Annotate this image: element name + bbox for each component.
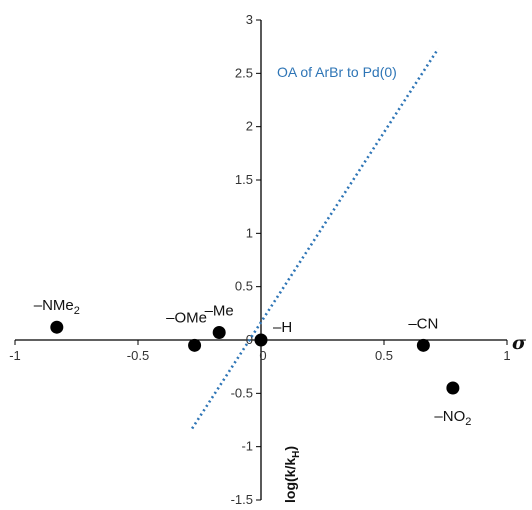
y-tick-label: 3: [246, 12, 253, 27]
data-point: [446, 381, 460, 395]
x-tick-label: -1: [9, 348, 21, 363]
data-point: [50, 320, 64, 334]
reference-line: [191, 48, 440, 430]
point-label: –NMe2: [34, 297, 80, 317]
y-tick-label: 2.5: [235, 65, 253, 80]
x-tick-label: -0.5: [127, 348, 149, 363]
point-label: –NO2: [434, 408, 471, 428]
data-point: [416, 338, 430, 352]
x-tick-label: 0: [259, 348, 266, 363]
y-tick-label: 2: [246, 119, 253, 134]
point-label: –Me: [205, 303, 234, 320]
data-point: [188, 338, 202, 352]
x-tick-label: 0.5: [375, 348, 393, 363]
point-label: –H: [273, 319, 292, 336]
reference-line-group: [191, 48, 440, 430]
data-point: [212, 326, 226, 340]
axes: [14, 19, 508, 501]
y-tick-label: 1.5: [235, 172, 253, 187]
y-tick-label: -1: [241, 439, 253, 454]
data-points: [50, 320, 460, 395]
y-tick-label: 0.5: [235, 279, 253, 294]
x-tick-label: 1: [503, 348, 510, 363]
y-tick-labels: -1.5-1-0.500.511.522.53: [231, 12, 253, 507]
y-tick-label: 1: [246, 225, 253, 240]
point-label: –OMe: [166, 309, 207, 326]
point-label: –CN: [408, 315, 438, 332]
y-tick-label: -0.5: [231, 385, 253, 400]
reference-line-label: OA of ArBr to Pd(0): [277, 64, 397, 80]
x-axis-label: σ: [512, 332, 527, 354]
x-tick-labels: -1 -0.5 0 0.5 1: [9, 348, 510, 363]
y-tick-label: -1.5: [231, 492, 253, 507]
point-labels: –NMe2 –OMe–Me –H –CN –NO2: [34, 297, 472, 428]
y-axis-label: log(k/kH): [282, 446, 302, 503]
data-point: [254, 333, 268, 347]
